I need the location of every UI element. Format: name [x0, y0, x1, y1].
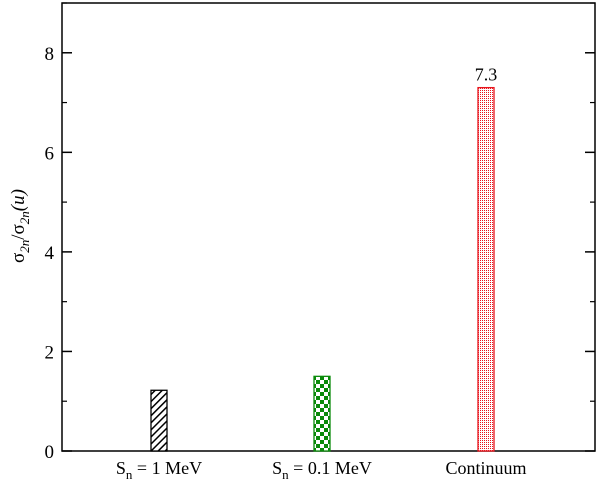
bar	[150, 389, 168, 452]
x-tick-label: Sn = 1 MeV	[116, 458, 202, 482]
data-label: 7.3	[475, 65, 498, 85]
x-tick-label: Sn = 0.1 MeV	[272, 458, 372, 482]
x-tick-label: Continuum	[445, 458, 526, 478]
bar	[477, 86, 495, 452]
y-tick-label: 8	[45, 44, 55, 65]
y-tick-label: 0	[45, 442, 55, 463]
y-axis-label: σ2n/σ2n(u)	[8, 189, 32, 263]
y-tick-label: 6	[45, 143, 55, 164]
bars	[150, 86, 495, 452]
y-axis: 0 2 4 6 8	[45, 2, 595, 463]
data-labels: 7.3	[475, 65, 498, 85]
y-tick-label: 2	[45, 342, 55, 363]
bar	[313, 375, 331, 452]
x-axis: Sn = 1 MeV Sn = 0.1 MeV Continuum	[116, 458, 527, 482]
y-tick-label: 4	[45, 243, 55, 264]
